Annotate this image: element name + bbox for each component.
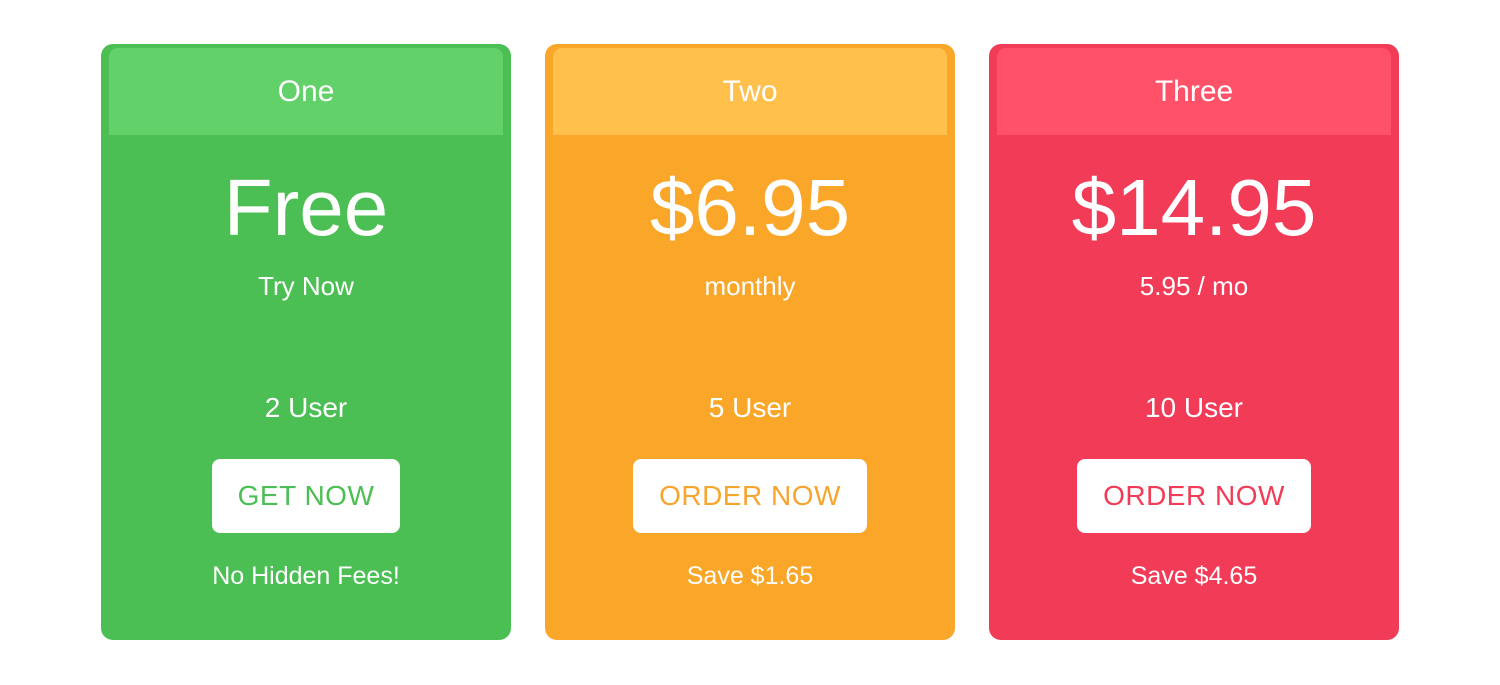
pricing-card-three: Three $14.95 5.95 / mo 10 User ORDER NOW… xyxy=(989,44,1399,640)
plan-footnote: No Hidden Fees! xyxy=(212,562,400,590)
plan-price: $14.95 xyxy=(1071,163,1317,252)
plan-subtitle: 5.95 / mo xyxy=(1139,271,1249,301)
plan-price: $6.95 xyxy=(649,163,851,252)
order-now-button[interactable]: ORDER NOW xyxy=(633,459,867,533)
plan-users: 2 User xyxy=(264,392,348,423)
plan-footnote: Save $1.65 xyxy=(686,562,814,590)
card-header: Two xyxy=(553,48,947,135)
plan-title: Two xyxy=(722,74,778,108)
pricing-card-one: One Free Try Now 2 User GET NOW No Hidde… xyxy=(101,44,511,640)
card-header: One xyxy=(109,48,503,135)
plan-price: Free xyxy=(223,163,389,252)
card-header: Three xyxy=(997,48,1391,135)
plan-subtitle: monthly xyxy=(704,271,796,301)
plan-subtitle: Try Now xyxy=(258,271,354,301)
get-now-button[interactable]: GET NOW xyxy=(211,459,401,533)
order-now-button[interactable]: ORDER NOW xyxy=(1077,459,1311,533)
plan-users: 10 User xyxy=(1144,392,1244,423)
plan-title: One xyxy=(277,74,335,108)
pricing-card-two: Two $6.95 monthly 5 User ORDER NOW Save … xyxy=(545,44,955,640)
plan-footnote: Save $4.65 xyxy=(1130,562,1258,590)
plan-users: 5 User xyxy=(708,392,792,423)
plan-title: Three xyxy=(1154,74,1234,108)
